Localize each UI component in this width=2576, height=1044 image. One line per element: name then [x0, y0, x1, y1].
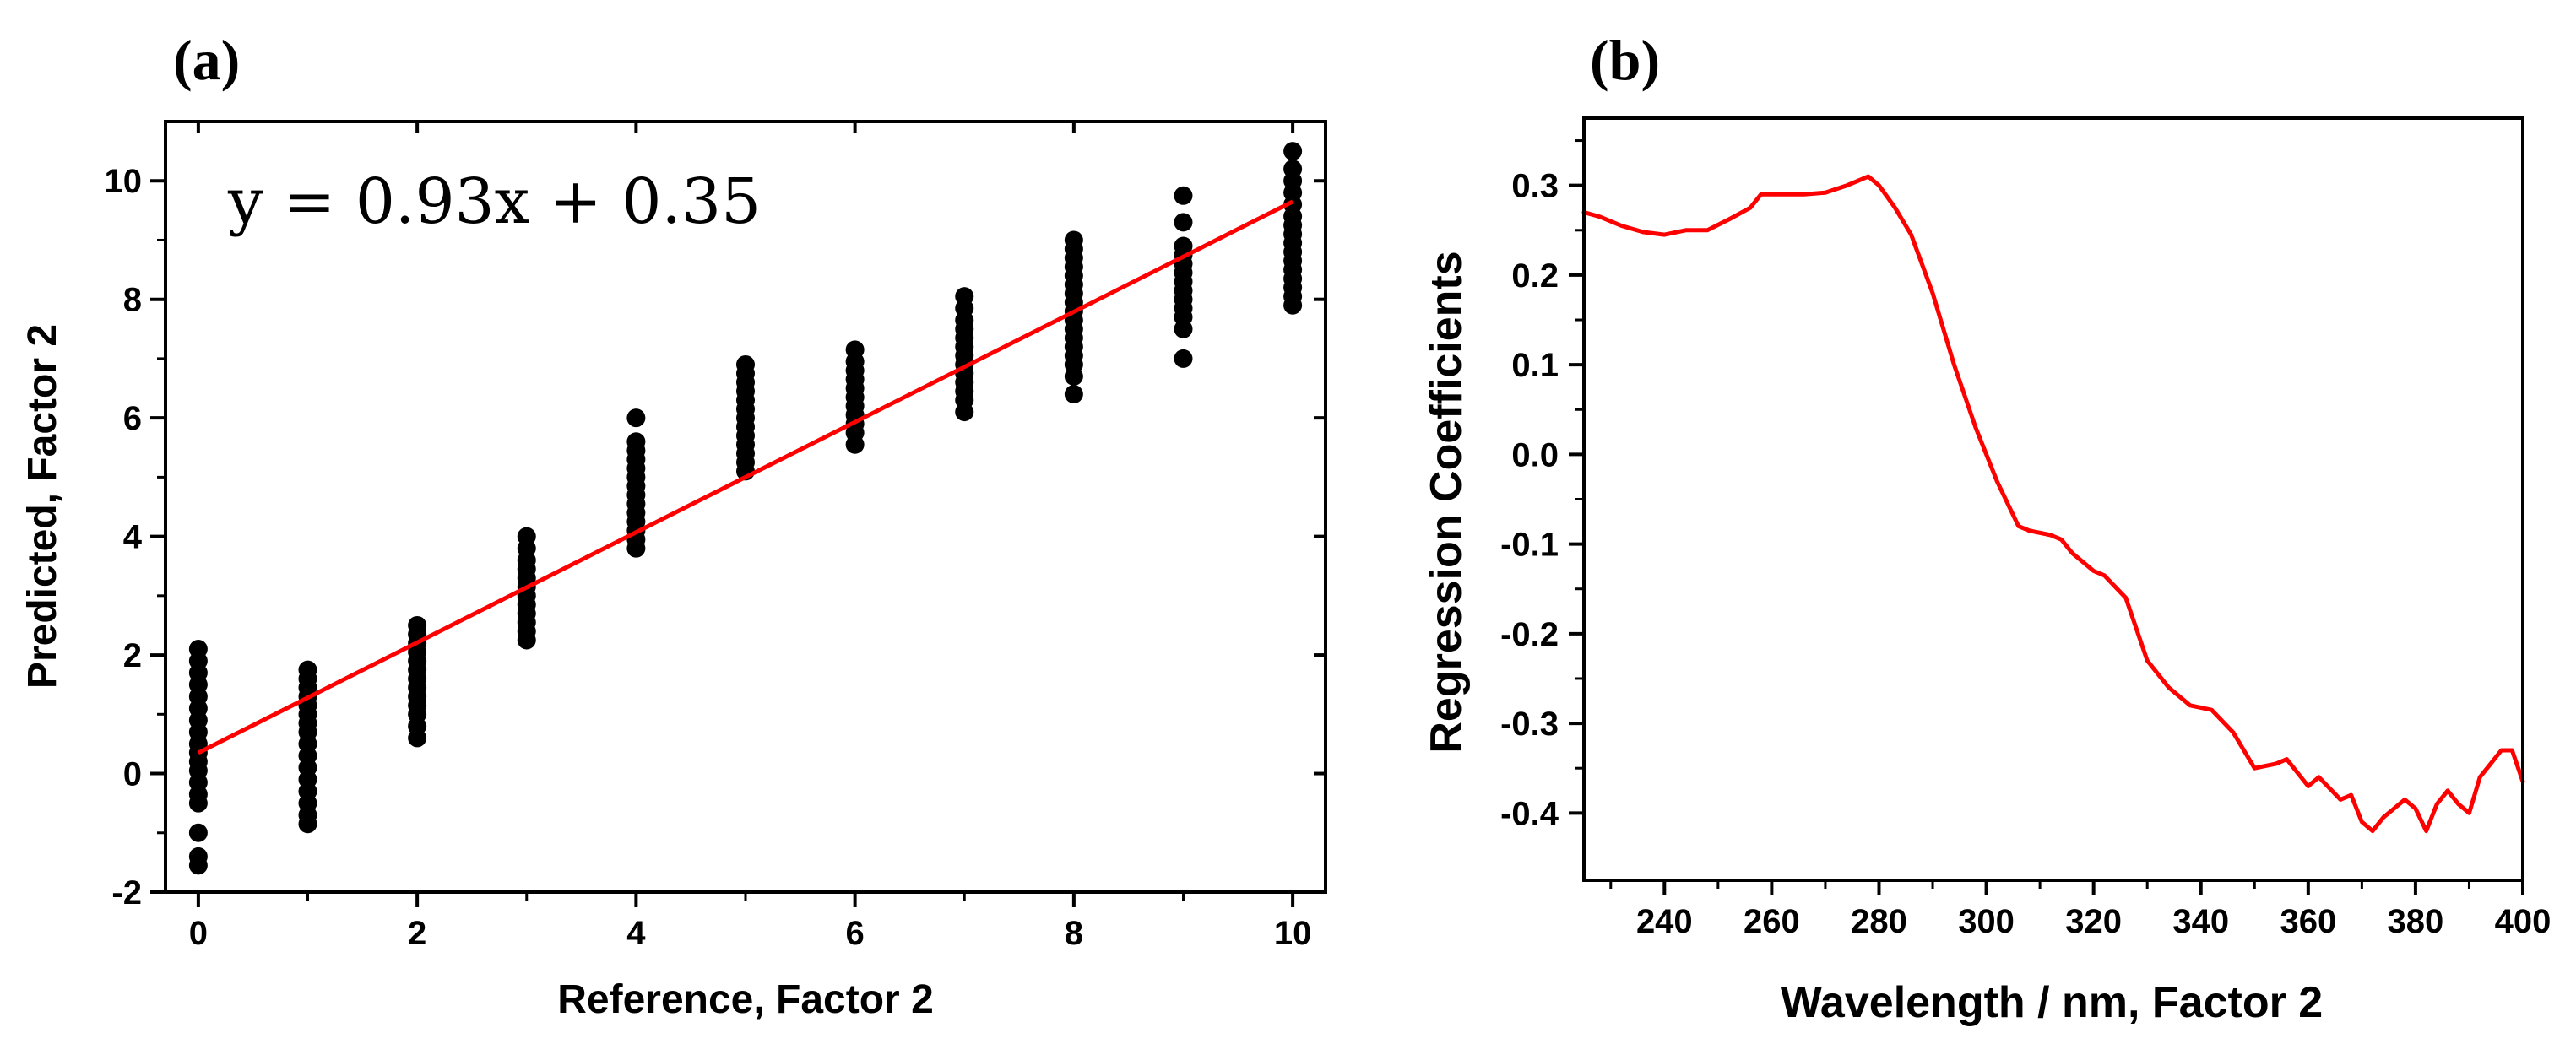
panel-b-y-tick-label: -0.4 [1500, 795, 1559, 832]
panel-b-y-tick-label: 0.0 [1511, 436, 1559, 473]
panel-b-x-tick-label: 260 [1744, 903, 1800, 940]
panel-a-y-tick-label: 4 [123, 519, 143, 556]
panel-a-x-axis-title: Reference, Factor 2 [557, 977, 934, 1022]
data-point [1174, 186, 1193, 205]
panel-a-x-tick-label: 8 [1065, 915, 1083, 952]
panel-a-y-axis-title: Predicted, Factor 2 [20, 324, 65, 689]
panel-b-line-chart: (b) 240 260 280 300 320 340 360 380 400 -0.4 -0.3… [1422, 28, 2551, 1027]
panel-b-x-tick-label: 320 [2065, 903, 2122, 940]
panel-b-y-tick-label: 0.2 [1511, 257, 1559, 295]
regression-equation: y = 0.93x + 0.35 [227, 165, 761, 238]
panel-b-y-tick-label: -0.3 [1500, 706, 1559, 743]
panel-b-x-axis-title: Wavelength / nm, Factor 2 [1781, 978, 2323, 1027]
data-point [1283, 142, 1303, 161]
fit-line [197, 199, 1294, 755]
panel-b-x-tick-label: 280 [1851, 903, 1907, 940]
panel-b-y-axis-title: Regression Coefficients [1422, 251, 1471, 753]
data-point [845, 435, 865, 454]
panel-a-y-tick-label: 0 [123, 756, 142, 793]
panel-a-x-tick-label: 10 [1274, 915, 1312, 952]
data-point [1174, 349, 1193, 368]
panel-a-plot-frame [164, 120, 1327, 894]
panel-b-x-tick-label: 300 [1958, 903, 2015, 940]
panel-a-x-tick-label: 6 [845, 915, 864, 952]
panel-a-y-tick-label: -2 [111, 874, 142, 911]
data-point [188, 793, 208, 813]
panel-b-x-tick-label: 240 [1636, 903, 1693, 940]
data-point [188, 856, 208, 875]
panel-a-x-tick-label: 4 [626, 915, 646, 952]
panel-a-points [188, 142, 1303, 875]
data-point [1174, 319, 1193, 338]
regression-coefficient-line [1581, 174, 2525, 834]
data-point [626, 408, 646, 428]
panel-a-x-tick-label: 0 [189, 915, 208, 952]
panel-b-ticks [1569, 139, 2524, 895]
data-point [1064, 366, 1083, 386]
panel-b-plot-frame [1582, 116, 2524, 882]
panel-a-x-tick-labels: 0 2 4 6 8 10 [189, 915, 1312, 952]
panel-a-y-tick-label: 8 [123, 282, 142, 319]
data-point [408, 728, 427, 748]
data-point [1174, 213, 1193, 232]
panel-b-y-tick-labels: -0.4 -0.3 -0.2 -0.1 0.0 0.1 0.2 0.3 [1500, 168, 1559, 833]
panel-b-y-tick-label: 0.1 [1511, 347, 1559, 384]
panel-b-x-tick-label: 360 [2280, 903, 2336, 940]
panel-b-x-tick-labels: 240 260 280 300 320 340 360 380 400 [1636, 903, 2551, 940]
data-point [298, 814, 317, 834]
panel-b-y-tick-label: -0.1 [1500, 527, 1559, 564]
panel-a-y-tick-labels: -2 0 2 4 6 8 10 [105, 163, 143, 911]
panel-a-x-tick-label: 2 [408, 915, 426, 952]
panel-a-y-tick-label: 2 [123, 637, 142, 674]
panel-b-x-tick-label: 380 [2388, 903, 2444, 940]
panel-a-scatter-chart: (a) y = 0.93x + 0.35 0 2 4 6 8 10 -2 0 2 4 6 8 10 R… [20, 28, 1327, 1022]
panel-a-y-tick-label: 6 [123, 400, 142, 437]
data-point [188, 823, 208, 842]
panel-b-label: (b) [1590, 28, 1660, 92]
data-point [1283, 295, 1303, 315]
panel-b-x-tick-label: 400 [2495, 903, 2552, 940]
data-point [955, 403, 974, 422]
panel-a-label: (a) [173, 28, 240, 92]
panel-a-ticks [150, 122, 1326, 907]
data-point [1064, 385, 1083, 404]
panel-b-y-tick-label: -0.2 [1500, 616, 1559, 653]
data-point [517, 630, 536, 650]
panel-a-y-tick-label: 10 [105, 163, 143, 200]
panel-b-y-tick-label: 0.3 [1511, 168, 1559, 205]
data-point [626, 538, 646, 558]
panel-b-x-tick-label: 340 [2172, 903, 2229, 940]
